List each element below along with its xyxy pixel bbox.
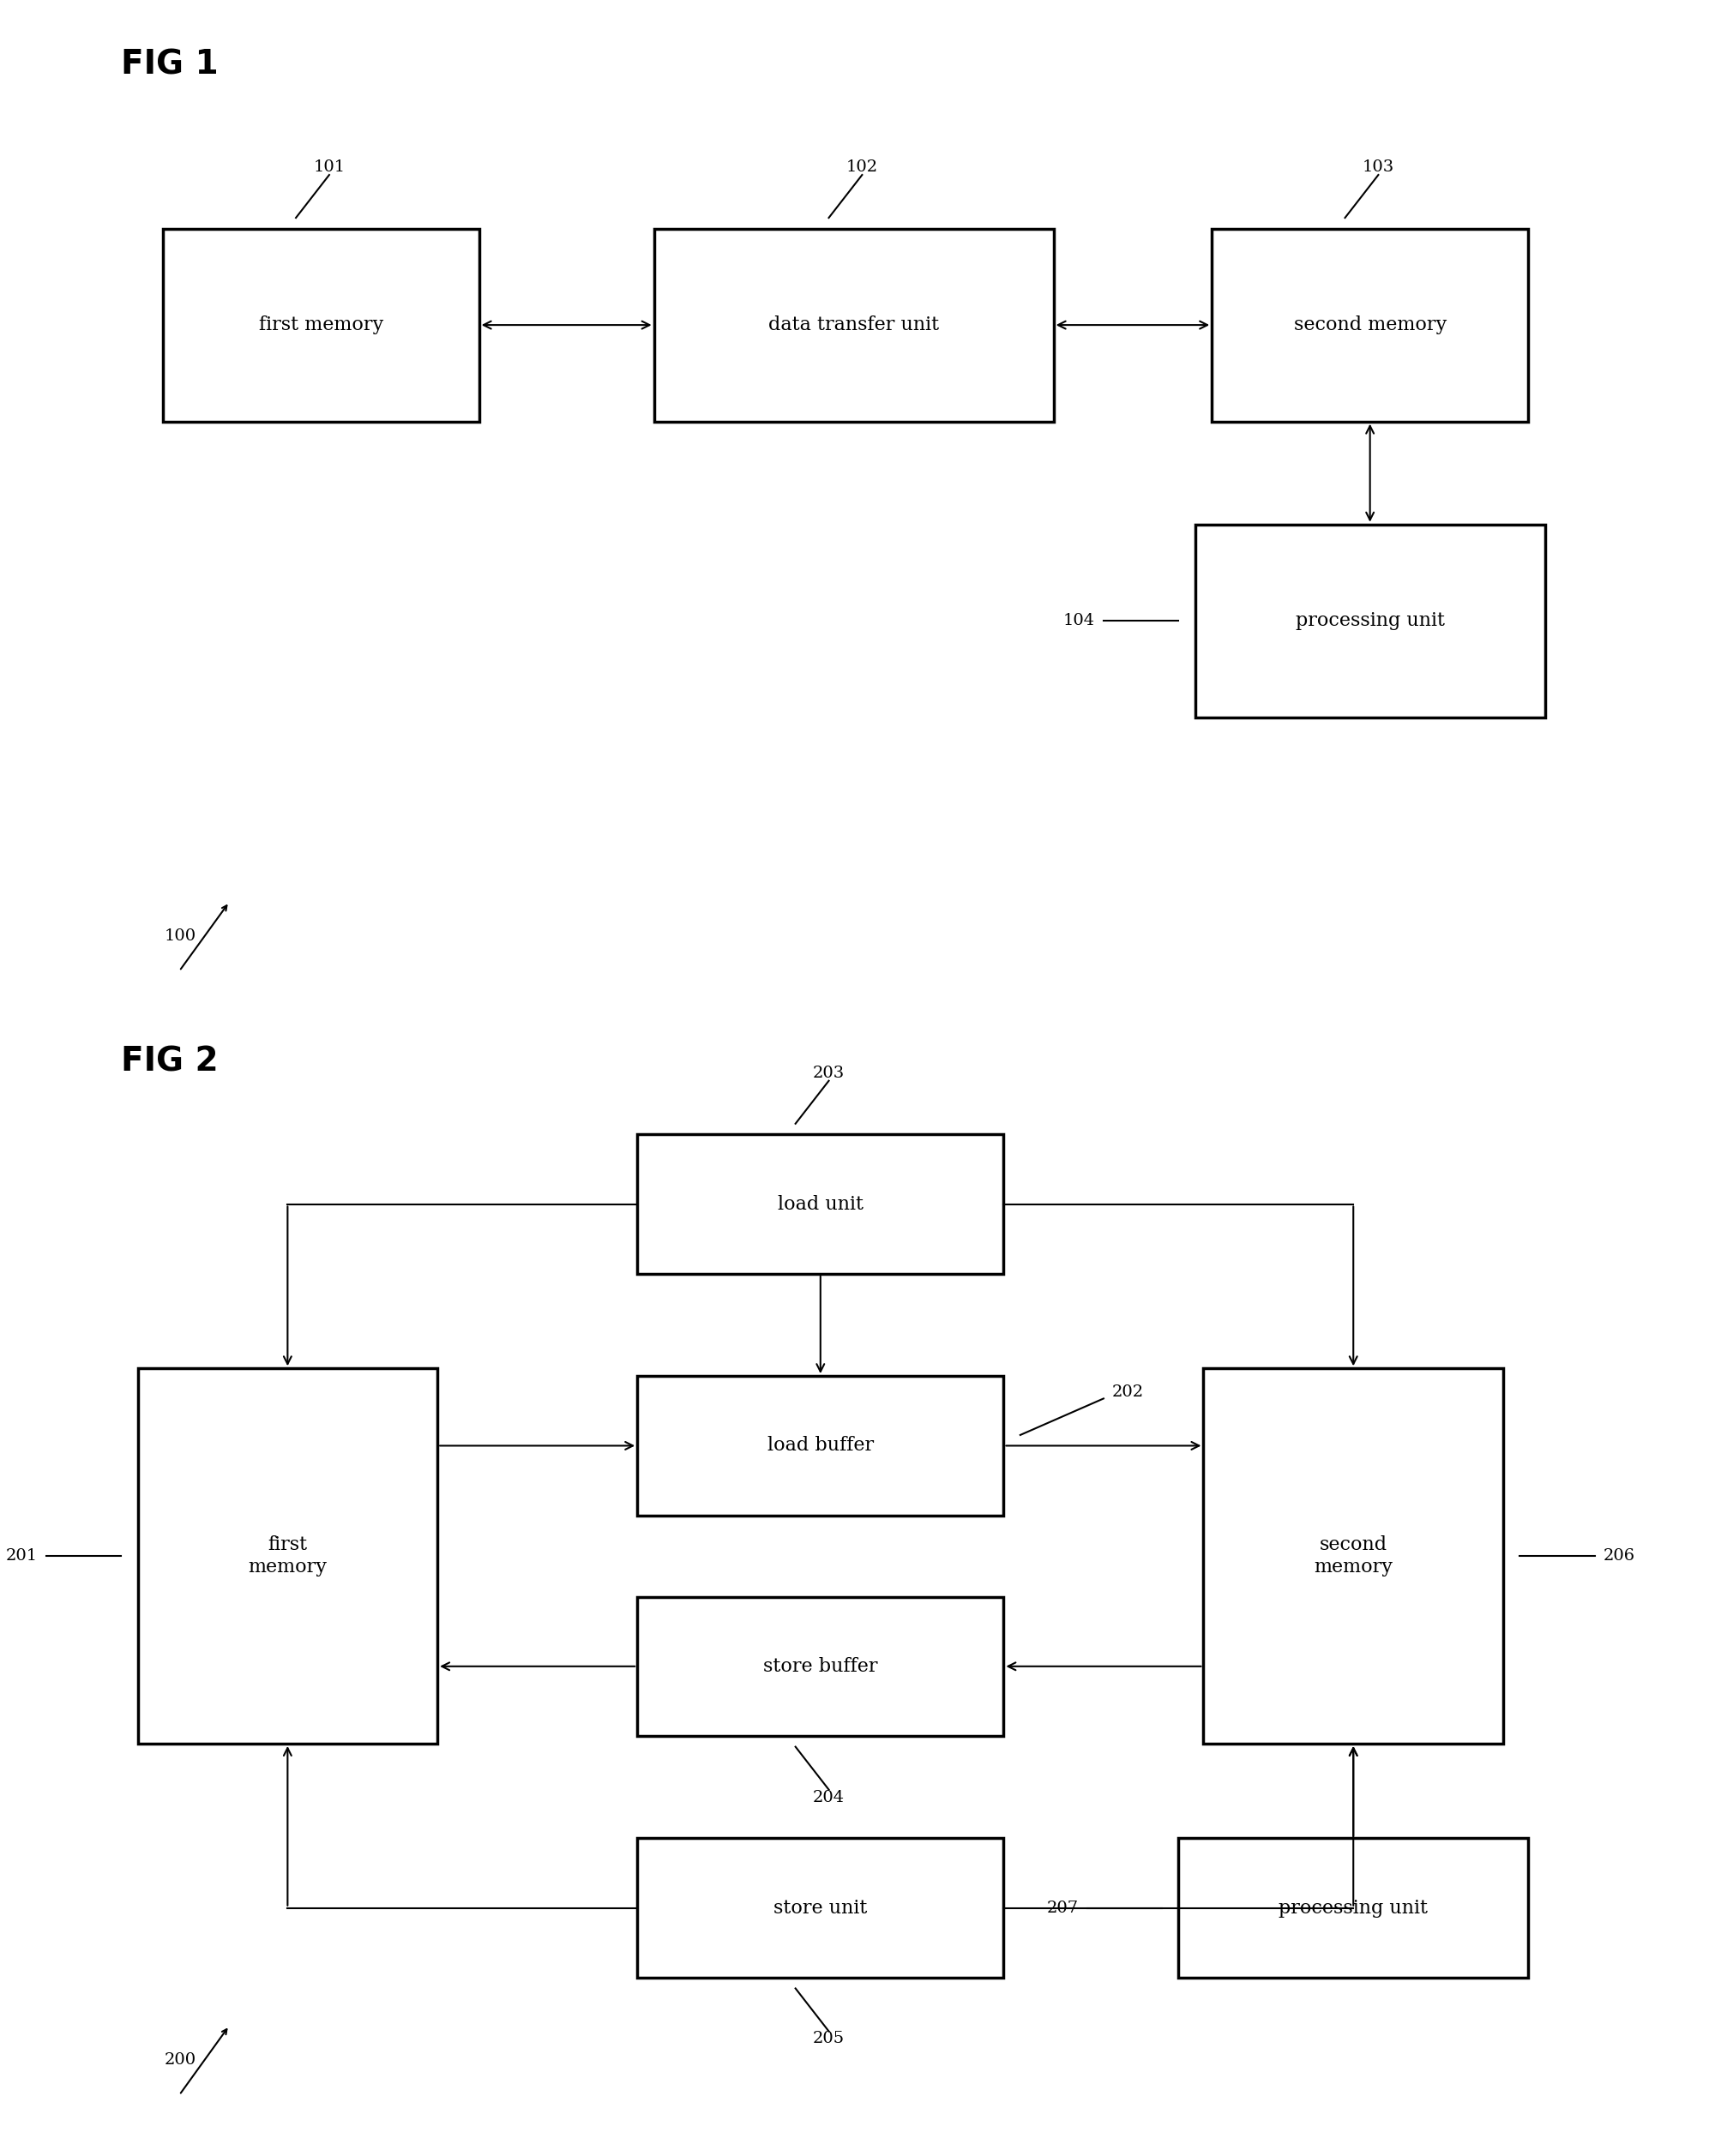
Text: processing unit: processing unit: [1295, 612, 1444, 630]
Text: FIG 1: FIG 1: [121, 50, 219, 82]
Text: second
memory: second memory: [1314, 1535, 1393, 1576]
FancyBboxPatch shape: [637, 1598, 1003, 1736]
Text: 104: 104: [1063, 612, 1095, 630]
FancyBboxPatch shape: [162, 229, 479, 420]
Text: 100: 100: [164, 929, 197, 944]
FancyBboxPatch shape: [637, 1376, 1003, 1516]
Text: 201: 201: [5, 1548, 38, 1563]
Text: 203: 203: [813, 1065, 844, 1080]
FancyBboxPatch shape: [637, 1134, 1003, 1274]
Text: 200: 200: [164, 2053, 197, 2068]
FancyBboxPatch shape: [1212, 229, 1528, 420]
FancyBboxPatch shape: [1203, 1369, 1504, 1744]
Text: 101: 101: [313, 160, 345, 175]
Text: first
memory: first memory: [248, 1535, 326, 1576]
Text: FIG 2: FIG 2: [121, 1046, 219, 1078]
Text: 102: 102: [846, 160, 878, 175]
Text: load buffer: load buffer: [767, 1436, 873, 1455]
FancyBboxPatch shape: [1195, 524, 1545, 718]
Text: 207: 207: [1046, 1899, 1078, 1917]
Text: data transfer unit: data transfer unit: [769, 315, 940, 334]
Text: 204: 204: [813, 1789, 844, 1805]
FancyBboxPatch shape: [138, 1369, 438, 1744]
FancyBboxPatch shape: [655, 229, 1053, 420]
Text: first memory: first memory: [258, 315, 383, 334]
Text: 103: 103: [1362, 160, 1395, 175]
Text: load unit: load unit: [778, 1194, 863, 1214]
Text: store unit: store unit: [774, 1899, 868, 1917]
Text: store buffer: store buffer: [764, 1658, 878, 1675]
Text: second memory: second memory: [1294, 315, 1446, 334]
FancyBboxPatch shape: [637, 1839, 1003, 1977]
Text: 202: 202: [1113, 1384, 1143, 1399]
FancyBboxPatch shape: [1179, 1839, 1528, 1977]
Text: 206: 206: [1603, 1548, 1636, 1563]
Text: 205: 205: [813, 2031, 844, 2046]
Text: processing unit: processing unit: [1278, 1899, 1429, 1917]
